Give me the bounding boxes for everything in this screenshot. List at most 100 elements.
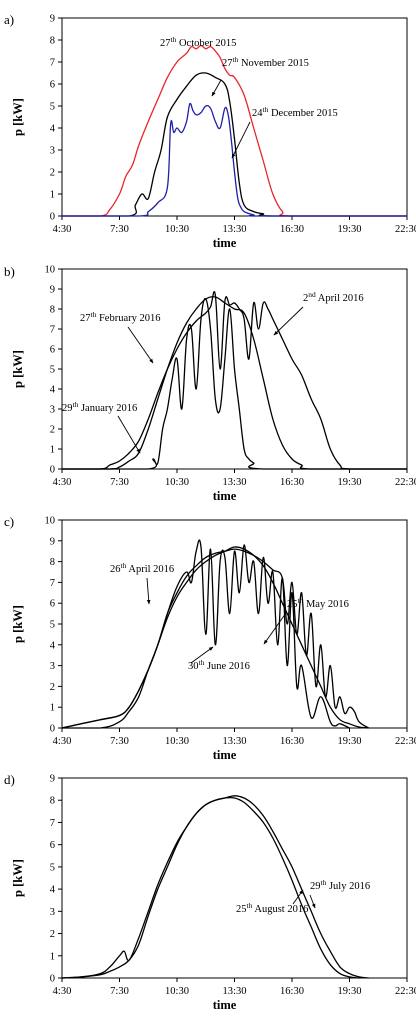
series-line-2 [61,102,407,217]
x-axis-label: time [213,489,237,503]
y-tick-label: 7 [50,58,55,69]
annotation-rest: August 2016 [252,904,308,915]
annotation-rest: January 2016 [78,403,137,414]
x-tick-label: 22:30 [395,477,416,488]
annotation-rest: July 2016 [326,881,370,892]
annotation-day: 24 [252,108,263,119]
y-tick-label: 10 [45,265,56,276]
annotation-suffix: th [298,596,304,605]
annotation-arrow [146,577,151,605]
y-tick-label: 9 [50,536,55,547]
y-tick-label: 10 [45,516,56,527]
annotation-rest: May 2016 [303,599,349,610]
annotation-suffix: th [91,310,97,319]
panel-c: c) 0 1 2 3 4 5 6 7 8 9 10 4:30 7:30 10:30 13:30 16:30 19:… [4,514,416,762]
annotation-day: 27 [160,38,171,49]
y-tick-label: 8 [50,305,55,316]
x-tick-label: 4:30 [53,477,72,488]
y-tick-label: 9 [50,774,55,785]
panel-label: c) [4,514,14,529]
y-axis-label: p [kW] [11,859,25,897]
x-tick-label: 16:30 [280,224,304,235]
x-tick-label: 19:30 [338,986,362,997]
annotation-label: 27th October 2015 [160,35,236,49]
annotation-arrow [263,612,287,645]
x-tick-label: 7:30 [110,736,129,747]
y-tick-label: 9 [50,14,55,25]
annotation-rest: April 2016 [316,293,364,304]
x-tick-label: 22:30 [395,986,416,997]
y-tick-label: 3 [50,661,55,672]
y-axis-label: p [kW] [11,350,25,388]
x-axis-label: time [213,236,237,250]
annotation-suffix: th [73,400,79,409]
annotation-arrow [127,326,154,364]
annotation-label: 24th December 2015 [252,105,338,119]
y-tick-label: 0 [50,974,55,985]
y-tick-label: 1 [50,445,55,456]
x-tick-label: 13:30 [223,477,247,488]
x-axis-label: time [213,998,237,1012]
x-tick-label: 10:30 [165,477,189,488]
y-tick-label: 3 [50,405,55,416]
x-tick-label: 16:30 [280,736,304,747]
x-tick-label: 19:30 [338,224,362,235]
y-axis-label: p [kW] [11,98,25,136]
y-tick-label: 6 [50,840,55,851]
annotation-arrow [273,306,304,336]
y-tick-label: 9 [50,285,55,296]
x-tick-label: 16:30 [280,477,304,488]
annotation-rest: October 2015 [176,38,236,49]
annotation-suffix: th [199,658,205,667]
x-tick-label: 22:30 [395,736,416,747]
annotation-rest: December 2015 [268,108,337,119]
x-axis-label: time [213,748,237,762]
panel-label: d) [4,772,15,787]
annotation-label: 27th February 2016 [80,310,161,324]
y-tick-label: 1 [50,703,55,714]
annotation-label: 26th April 2016 [110,561,174,575]
annotation-suffix: th [233,55,239,64]
annotation-label: 2nd April 2016 [303,290,364,304]
annotation-rest: February 2016 [96,313,160,324]
y-tick-label: 0 [50,212,55,223]
x-tick-label: 19:30 [338,736,362,747]
series-line-1 [61,796,360,979]
y-tick-label: 2 [50,929,55,940]
annotation-rest: April 2016 [126,564,174,575]
series-line-1 [61,548,370,729]
annotation-day: 27 [222,58,233,69]
y-tick-label: 8 [50,796,55,807]
annotation-arrow [211,79,222,97]
y-tick-label: 4 [50,385,56,396]
annotation-rest: November 2015 [238,58,309,69]
annotation-arrow [309,894,316,909]
annotation-day: 27 [80,313,91,324]
annotation-day: 26 [110,564,121,575]
y-tick-label: 0 [50,465,55,476]
annotation-day: 2 [303,293,308,304]
y-tick-label: 4 [50,640,56,651]
panel-a: a) 0 1 2 3 4 5 6 7 8 9 4:30 7:30 10:30 13:30 16:30 19:30… [4,12,416,250]
annotation-arrow [117,415,141,454]
y-tick-label: 1 [50,951,55,962]
annotation-label: 25th August 2016 [236,901,308,915]
annotation-suffix: th [247,901,253,910]
annotation-label: 29th July 2016 [310,878,370,892]
annotation-label: 30th June 2016 [188,658,250,672]
x-tick-label: 7:30 [110,986,129,997]
annotation-suffix: th [171,35,177,44]
annotation-day: 25 [287,599,298,610]
y-tick-label: 0 [50,724,55,735]
x-tick-label: 10:30 [165,986,189,997]
y-tick-label: 2 [50,168,55,179]
x-tick-label: 10:30 [165,736,189,747]
annotation-suffix: th [321,878,327,887]
x-tick-label: 10:30 [165,224,189,235]
plot-frame [61,777,408,979]
y-tick-label: 2 [50,425,55,436]
y-tick-label: 5 [50,620,55,631]
series-line-0 [61,546,369,729]
x-tick-label: 7:30 [110,224,129,235]
annotation-suffix: nd [308,290,316,299]
